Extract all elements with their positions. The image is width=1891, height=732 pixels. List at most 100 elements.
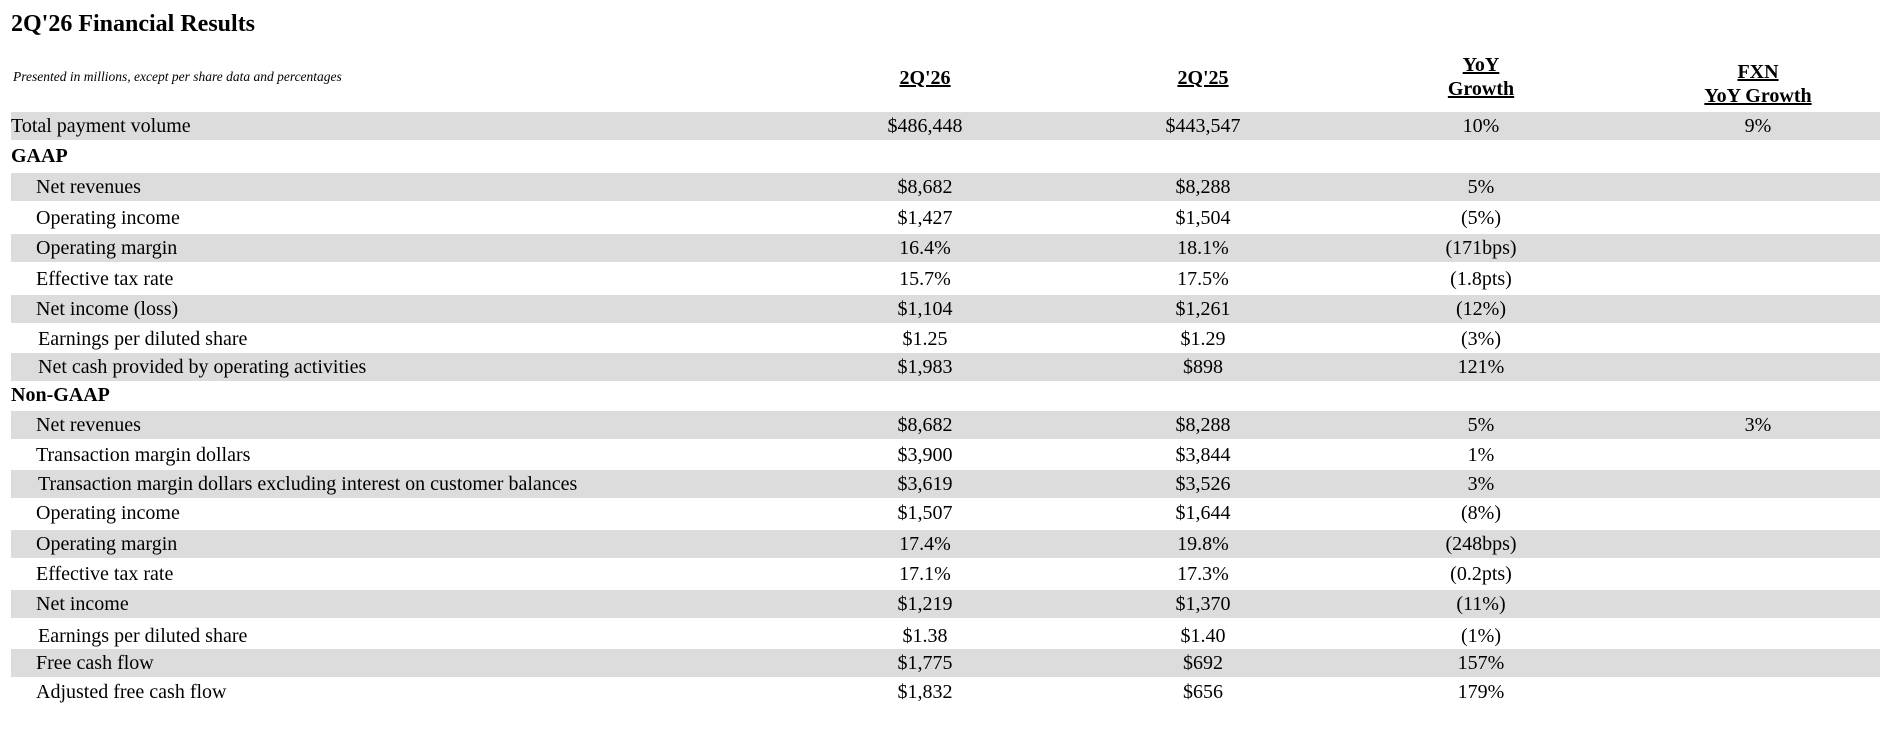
- row-label: Transaction margin dollars excluding int…: [38, 473, 578, 495]
- column-header-2q26-label: 2Q'26: [899, 67, 951, 89]
- section-header-gaap: GAAP: [11, 142, 1880, 170]
- row-label: Operating margin: [36, 533, 178, 555]
- cell-2q25: 18.1%: [1177, 237, 1229, 259]
- row-label: Operating income: [36, 207, 180, 229]
- table-row: Net cash provided by operating activitie…: [11, 353, 1880, 381]
- cell-2q25: $898: [1183, 356, 1223, 378]
- cell-2q25: $1,644: [1175, 502, 1231, 524]
- column-header-yoy-line1: YoY: [1462, 54, 1500, 76]
- section-label: GAAP: [11, 145, 68, 167]
- cell-2q25: 17.5%: [1177, 268, 1229, 290]
- cell-2q25: $443,547: [1165, 115, 1241, 137]
- page-title: 2Q'26 Financial Results: [11, 11, 256, 37]
- table-row: Free cash flow $1,775 $692 157%: [11, 649, 1880, 677]
- cell-yoy-growth: (5%): [1461, 207, 1501, 229]
- row-label: Operating margin: [36, 237, 178, 259]
- cell-2q25: $1,504: [1175, 207, 1231, 229]
- cell-2q25: 17.3%: [1177, 563, 1229, 585]
- cell-2q26: $1,427: [897, 207, 953, 229]
- row-label: Free cash flow: [36, 652, 154, 674]
- cell-2q26: $1,983: [897, 356, 953, 378]
- column-header-2q26: 2Q'26: [805, 66, 1045, 90]
- table-row: Operating income $1,427 $1,504 (5%): [11, 204, 1880, 232]
- row-label: Net revenues: [36, 414, 141, 436]
- cell-2q25: $1,261: [1175, 298, 1231, 320]
- column-header-yoy-line2: Growth: [1447, 78, 1515, 100]
- cell-2q26: $3,900: [897, 444, 953, 466]
- cell-2q26: $8,682: [897, 414, 953, 436]
- table-row: Transaction margin dollars $3,900 $3,844…: [11, 441, 1880, 469]
- cell-yoy-growth: 3%: [1467, 473, 1495, 495]
- table-row: Transaction margin dollars excluding int…: [11, 470, 1880, 498]
- column-header-2q25: 2Q'25: [1083, 66, 1323, 90]
- cell-2q26: $486,448: [887, 115, 963, 137]
- cell-yoy-growth: 5%: [1467, 176, 1495, 198]
- cell-yoy-growth: (171bps): [1445, 237, 1517, 259]
- cell-2q26: $8,682: [897, 176, 953, 198]
- cell-2q25: $656: [1183, 681, 1223, 703]
- row-label: Earnings per diluted share: [38, 625, 248, 647]
- table-row: Earnings per diluted share $1.25 $1.29 (…: [11, 325, 1880, 353]
- cell-yoy-growth: (11%): [1456, 593, 1506, 615]
- column-header-fxn-yoy-growth: FXN YoY Growth: [1638, 60, 1878, 108]
- table-row: Effective tax rate 15.7% 17.5% (1.8pts): [11, 265, 1880, 293]
- cell-yoy-growth: (12%): [1456, 298, 1506, 320]
- table-row: Operating margin 17.4% 19.8% (248bps): [11, 530, 1880, 558]
- table-row: Net revenues $8,682 $8,288 5% 3%: [11, 411, 1880, 439]
- cell-2q26: $1,775: [897, 652, 953, 674]
- row-label: Operating income: [36, 502, 180, 524]
- row-label: Earnings per diluted share: [38, 328, 248, 350]
- table-row-total-payment-volume: Total payment volume $486,448 $443,547 1…: [11, 112, 1880, 140]
- row-label: Net income (loss): [36, 298, 179, 320]
- table-row: Effective tax rate 17.1% 17.3% (0.2pts): [11, 560, 1880, 588]
- row-label: Transaction margin dollars: [36, 444, 251, 466]
- cell-fxn-yoy-growth: 3%: [1744, 414, 1772, 436]
- cell-yoy-growth: (1.8pts): [1450, 268, 1512, 290]
- column-header-fxn-line1: FXN: [1737, 61, 1779, 83]
- table-row: Net income $1,219 $1,370 (11%): [11, 590, 1880, 618]
- cell-yoy-growth: 157%: [1457, 652, 1505, 674]
- row-label: Total payment volume: [11, 115, 191, 137]
- cell-2q25: $692: [1183, 652, 1223, 674]
- cell-2q26: $1.25: [902, 328, 948, 350]
- cell-yoy-growth: 1%: [1467, 444, 1495, 466]
- cell-yoy-growth: (1%): [1461, 625, 1501, 647]
- cell-2q25: $8,288: [1175, 414, 1231, 436]
- section-header-non-gaap: Non-GAAP: [11, 381, 1880, 409]
- cell-yoy-growth: (0.2pts): [1450, 563, 1512, 585]
- cell-yoy-growth: (248bps): [1445, 533, 1517, 555]
- table-row: Net income (loss) $1,104 $1,261 (12%): [11, 295, 1880, 323]
- table-row: Operating margin 16.4% 18.1% (171bps): [11, 234, 1880, 262]
- table-row: Net revenues $8,682 $8,288 5%: [11, 173, 1880, 201]
- cell-2q25: $1.29: [1180, 328, 1226, 350]
- cell-2q26: $1,219: [897, 593, 953, 615]
- cell-yoy-growth: (8%): [1461, 502, 1501, 524]
- cell-2q26: 16.4%: [899, 237, 951, 259]
- cell-2q25: $1,370: [1175, 593, 1231, 615]
- column-header-fxn-line2: YoY Growth: [1704, 85, 1812, 107]
- cell-yoy-growth: 10%: [1462, 115, 1500, 137]
- row-label: Net income: [36, 593, 129, 615]
- table-subtitle: Presented in millions, except per share …: [13, 69, 342, 84]
- column-header-yoy-growth: YoY Growth: [1361, 53, 1601, 101]
- cell-2q26: 17.4%: [899, 533, 951, 555]
- cell-2q26: 15.7%: [899, 268, 951, 290]
- cell-2q25: $3,844: [1175, 444, 1231, 466]
- cell-2q25: $3,526: [1175, 473, 1231, 495]
- row-label: Effective tax rate: [36, 268, 174, 290]
- cell-yoy-growth: 5%: [1467, 414, 1495, 436]
- row-label: Net cash provided by operating activitie…: [38, 356, 367, 378]
- table-row: Earnings per diluted share $1.38 $1.40 (…: [11, 622, 1880, 650]
- cell-yoy-growth: 179%: [1457, 681, 1505, 703]
- cell-2q26: $1,507: [897, 502, 953, 524]
- table-row: Adjusted free cash flow $1,832 $656 179%: [11, 678, 1880, 706]
- row-label: Effective tax rate: [36, 563, 174, 585]
- cell-yoy-growth: (3%): [1461, 328, 1501, 350]
- cell-2q25: 19.8%: [1177, 533, 1229, 555]
- cell-2q26: $1.38: [902, 625, 948, 647]
- row-label: Adjusted free cash flow: [36, 681, 227, 703]
- cell-2q25: $1.40: [1180, 625, 1226, 647]
- cell-2q26: $1,832: [897, 681, 953, 703]
- table-row: Operating income $1,507 $1,644 (8%): [11, 499, 1880, 527]
- cell-fxn-yoy-growth: 9%: [1744, 115, 1772, 137]
